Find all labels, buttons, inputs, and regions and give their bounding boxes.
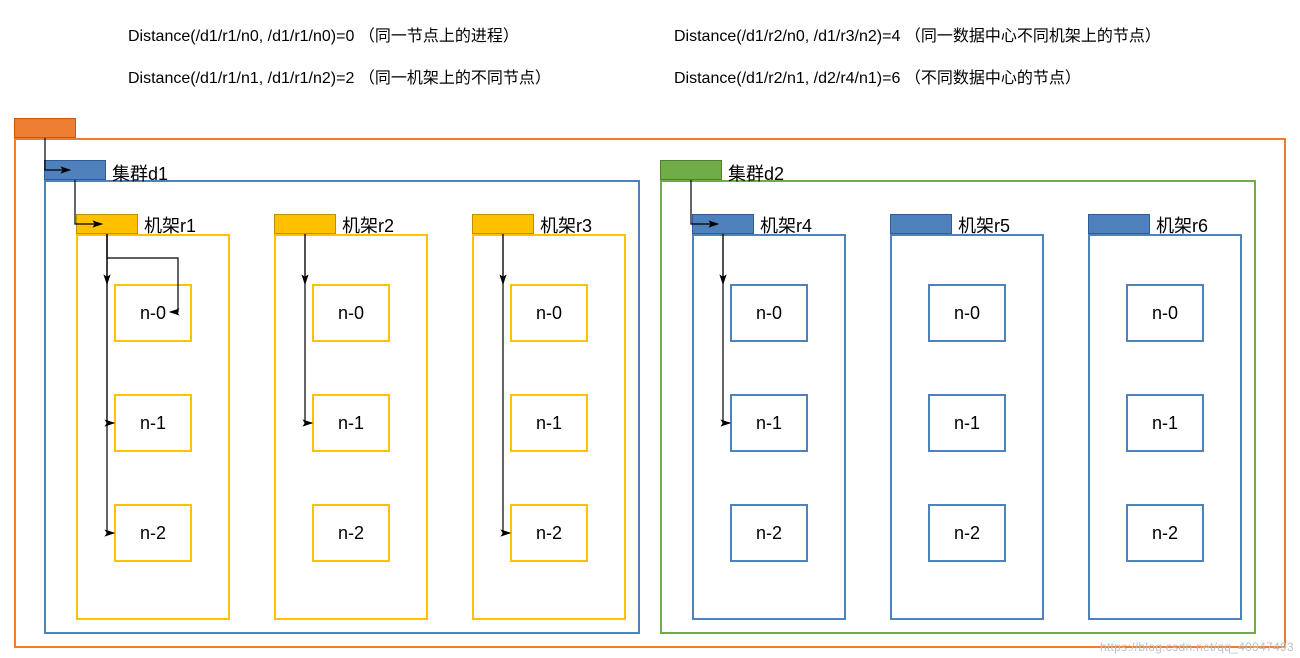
- node-r5-0: n-0: [928, 284, 1006, 342]
- cluster-d1-label: 集群d1: [112, 160, 168, 186]
- rack-r3-tab: [472, 214, 534, 234]
- node-r6-2: n-2: [1126, 504, 1204, 562]
- node-r4-0: n-0: [730, 284, 808, 342]
- rack-r2-tab: [274, 214, 336, 234]
- node-r5-1: n-1: [928, 394, 1006, 452]
- formula-4-expr: Distance(/d1/r2/n1, /d2/r4/n1)=6: [674, 70, 900, 87]
- node-r6-0: n-0: [1126, 284, 1204, 342]
- cluster-d1-tab: [44, 160, 106, 180]
- formula-1-note: （同一节点上的进程）: [359, 28, 519, 45]
- rack-r1-tab: [76, 214, 138, 234]
- cluster-d2-label: 集群d2: [728, 160, 784, 186]
- node-r2-2: n-2: [312, 504, 390, 562]
- node-r2-0: n-0: [312, 284, 390, 342]
- formula-2-note: （同一机架上的不同节点）: [359, 70, 551, 87]
- formula-3-note: （同一数据中心不同机架上的节点）: [905, 28, 1161, 45]
- formula-1-expr: Distance(/d1/r1/n0, /d1/r1/n0)=0: [128, 28, 354, 45]
- node-r1-2: n-2: [114, 504, 192, 562]
- formula-3: Distance(/d1/r2/n0, /d1/r3/n2)=4 （同一数据中心…: [674, 22, 1161, 46]
- node-r4-1: n-1: [730, 394, 808, 452]
- formula-1: Distance(/d1/r1/n0, /d1/r1/n0)=0 （同一节点上的…: [128, 22, 519, 46]
- rack-r6-tab: [1088, 214, 1150, 234]
- cluster-d2-tab: [660, 160, 722, 180]
- node-r2-1: n-1: [312, 394, 390, 452]
- node-r3-0: n-0: [510, 284, 588, 342]
- formula-2: Distance(/d1/r1/n1, /d1/r1/n2)=2 （同一机架上的…: [128, 64, 551, 88]
- node-r3-1: n-1: [510, 394, 588, 452]
- rack-r5-tab: [890, 214, 952, 234]
- root-tab: [14, 118, 76, 138]
- node-r6-1: n-1: [1126, 394, 1204, 452]
- formula-2-expr: Distance(/d1/r1/n1, /d1/r1/n2)=2: [128, 70, 354, 87]
- node-r5-2: n-2: [928, 504, 1006, 562]
- formula-3-expr: Distance(/d1/r2/n0, /d1/r3/n2)=4: [674, 28, 900, 45]
- node-r4-2: n-2: [730, 504, 808, 562]
- formula-4: Distance(/d1/r2/n1, /d2/r4/n1)=6 （不同数据中心…: [674, 64, 1081, 88]
- node-r1-0: n-0: [114, 284, 192, 342]
- node-r1-1: n-1: [114, 394, 192, 452]
- node-r3-2: n-2: [510, 504, 588, 562]
- rack-r4-tab: [692, 214, 754, 234]
- formula-4-note: （不同数据中心的节点）: [905, 70, 1081, 87]
- watermark: https://blog.csdn.net/qq_40947493: [1100, 640, 1294, 654]
